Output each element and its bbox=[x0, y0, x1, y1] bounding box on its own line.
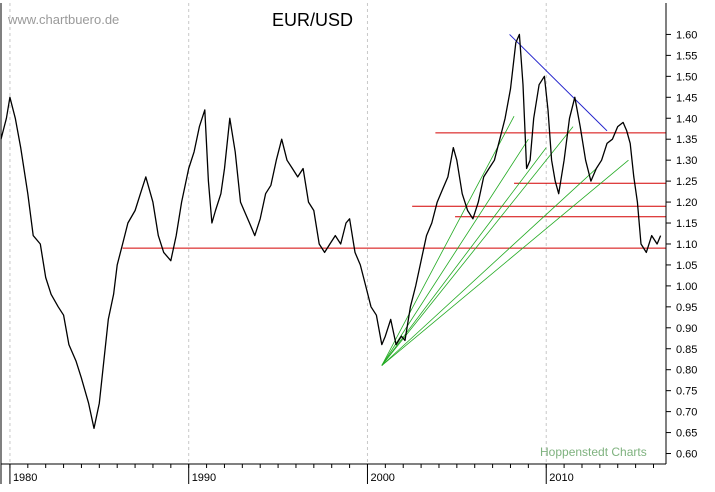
y-tick-label-1.30: 1.30 bbox=[676, 155, 697, 167]
watermark: www.chartbuero.de bbox=[7, 12, 119, 27]
fan-line-2 bbox=[381, 138, 529, 366]
y-tick-label-0.75: 0.75 bbox=[676, 386, 697, 398]
y-tick-label-1.60: 1.60 bbox=[676, 29, 697, 41]
x-tick-label-2000: 2000 bbox=[370, 472, 394, 484]
y-tick-label-1.20: 1.20 bbox=[676, 197, 697, 209]
y-tick-label-0.60: 0.60 bbox=[676, 449, 697, 461]
fan-line-4 bbox=[381, 126, 574, 366]
y-tick-label-1.10: 1.10 bbox=[676, 239, 697, 251]
x-tick-label-1990: 1990 bbox=[192, 472, 216, 484]
fan-line-3 bbox=[381, 147, 547, 366]
axis-layer: 0.60 0.65 0.70 0.75 0.80 0.85 0.90 0.95 1.00 1.05… bbox=[0, 3, 697, 484]
y-tick-label-1.05: 1.05 bbox=[676, 260, 697, 272]
y-tick-label-0.70: 0.70 bbox=[676, 407, 697, 419]
y-tick-label-1.50: 1.50 bbox=[676, 71, 697, 83]
y-tick-label-0.85: 0.85 bbox=[676, 344, 697, 356]
annotation-layer bbox=[122, 34, 666, 366]
y-tick-label-1.35: 1.35 bbox=[676, 134, 697, 146]
y-tick-label-0.80: 0.80 bbox=[676, 365, 697, 377]
x-tick-label-1980: 1980 bbox=[13, 472, 37, 484]
series-layer bbox=[0, 33, 662, 430]
price-series-line bbox=[0, 33, 662, 430]
fan-line-5 bbox=[381, 168, 597, 366]
credit-label: Hoppenstedt Charts bbox=[540, 445, 647, 459]
y-tick-label-1.45: 1.45 bbox=[676, 92, 697, 104]
y-tick-label-1.00: 1.00 bbox=[676, 281, 697, 293]
x-tick-label-2010: 2010 bbox=[549, 472, 573, 484]
fan-line-1 bbox=[381, 115, 515, 366]
y-tick-label-1.40: 1.40 bbox=[676, 113, 697, 125]
y-tick-label-1.25: 1.25 bbox=[676, 176, 697, 188]
y-tick-label-1.55: 1.55 bbox=[676, 50, 697, 62]
y-tick-label-0.95: 0.95 bbox=[676, 302, 697, 314]
chart-title: EUR/USD bbox=[272, 10, 353, 30]
downtrend-line bbox=[509, 34, 608, 132]
y-tick-label-0.90: 0.90 bbox=[676, 323, 697, 335]
grid-layer bbox=[9, 3, 547, 464]
fan-line-6 bbox=[381, 159, 629, 366]
y-tick-label-0.65: 0.65 bbox=[676, 428, 697, 440]
y-tick-label-1.15: 1.15 bbox=[676, 218, 697, 230]
